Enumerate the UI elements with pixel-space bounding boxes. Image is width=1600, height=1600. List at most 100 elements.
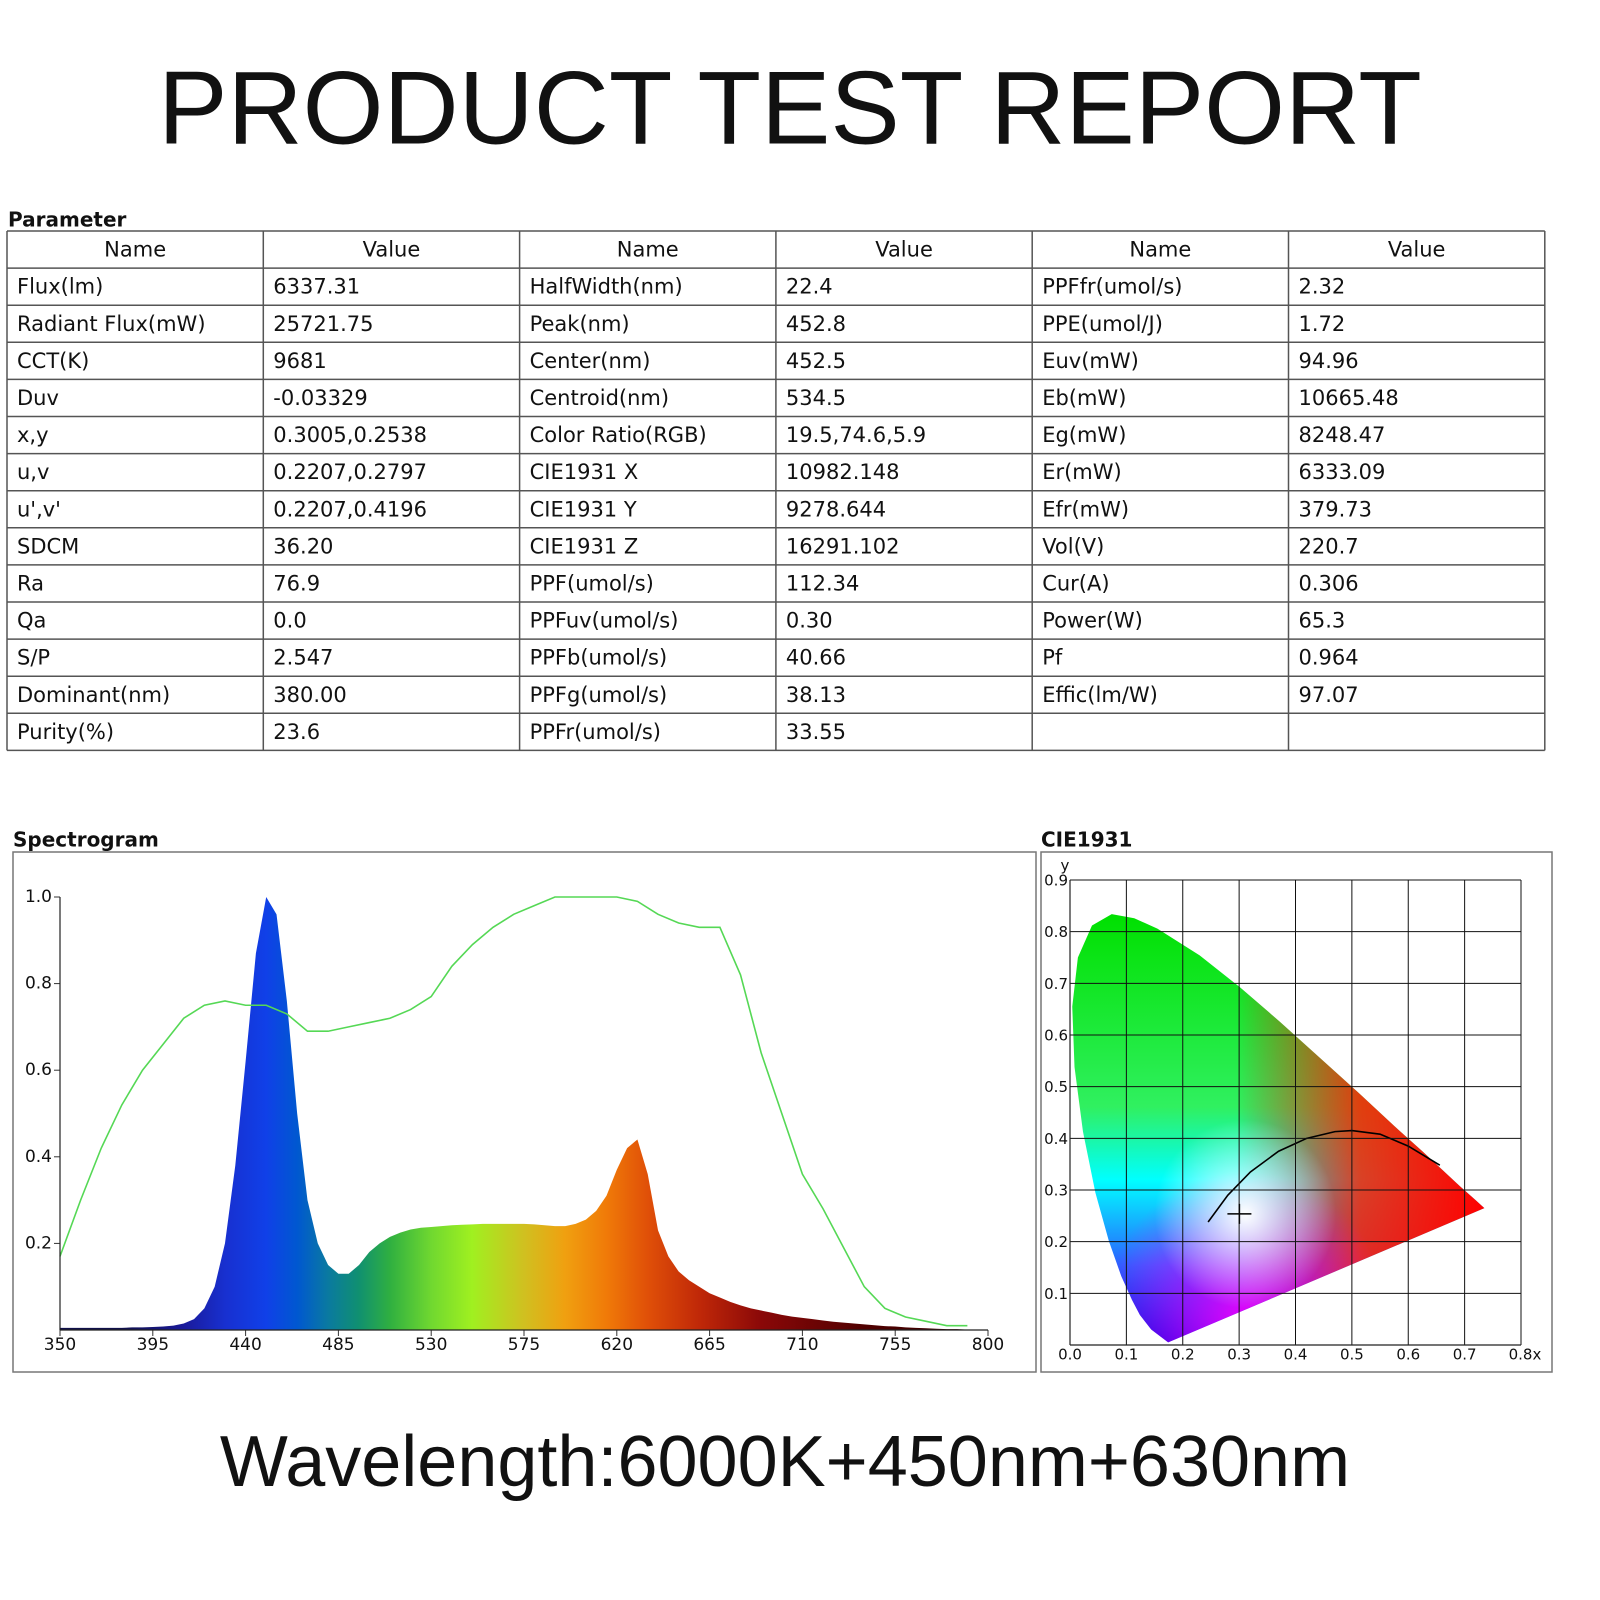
table-cell: 76.9 [273,571,320,595]
table-cell: 36.20 [273,534,333,558]
axes: 0.1 0.2 0.3 0.4 0.5 0.6 0.7 0.8 0.9 0.0 0.1 0.2 0.3 0… [1044,857,1541,1364]
y-tick-label: 0.6 [25,1060,52,1080]
x-tick-label: 440 [229,1335,261,1355]
table-cell: Eb(mW) [1042,386,1126,410]
table-cell: Ra [17,571,44,595]
table-cell: 33.55 [786,720,846,744]
table-cell: 97.07 [1299,683,1359,707]
y-tick-label: 0.9 [1044,872,1068,890]
y-tick-label: 0.5 [1044,1078,1068,1096]
color-shading [1072,914,1485,1343]
table-cell: Qa [17,609,46,633]
table-cell: 16291.102 [786,534,900,558]
table-cell: 452.5 [786,349,846,373]
x-tick-label: 620 [601,1335,633,1355]
table-cell: 0.2207,0.2797 [273,460,427,484]
table-cell: 0.964 [1299,646,1359,670]
plot-area [59,896,988,1330]
table-cell: Flux(lm) [17,275,103,299]
table-header-cell: Value [875,238,933,262]
table-cell: 0.306 [1299,571,1359,595]
table-cell: 23.6 [273,720,320,744]
y-tick-label: 0.8 [1044,923,1068,941]
x-tick-label: 710 [786,1335,818,1355]
table-cell: u,v [17,460,49,484]
table-cell: 534.5 [786,386,846,410]
table-cell: Effic(lm/W) [1042,683,1158,707]
x-tick-label: 0.6 [1396,1346,1420,1364]
report-title: PRODUCT TEST REPORT [158,50,1422,166]
table-cell: Peak(nm) [530,312,630,336]
table-cell: 6337.31 [273,275,360,299]
table-cell: PPE(umol/J) [1042,312,1163,336]
x-tick-label: 575 [508,1335,540,1355]
table-cell: Vol(V) [1042,534,1104,558]
x-tick-label: 0.4 [1284,1346,1308,1364]
y-tick-label: 0.7 [1044,975,1068,993]
table-header-cell: Name [104,238,166,262]
table-cell: 10982.148 [786,460,900,484]
table-cell: 380.00 [273,683,346,707]
table-cell: Cur(A) [1042,571,1109,595]
table-cell: 10665.48 [1299,386,1399,410]
x-tick-label: 0.1 [1114,1346,1138,1364]
table-cell: 65.3 [1299,609,1346,633]
table-cell: Duv [17,386,59,410]
table-cell: Eg(mW) [1042,423,1126,447]
x-tick-label: 800 [972,1335,1004,1355]
table-cell: Centroid(nm) [530,386,669,410]
x-tick-label: 665 [693,1335,725,1355]
table-cell: -0.03329 [273,386,367,410]
x-tick-label: 0.5 [1340,1346,1364,1364]
table-cell: PPFfr(umol/s) [1042,275,1182,299]
spectrogram-frame [12,851,1037,1373]
table-cell: 379.73 [1299,497,1372,521]
x-tick-label: 0.2 [1171,1346,1195,1364]
table-cell: 8248.47 [1299,423,1386,447]
table-cell: PPFb(umol/s) [530,646,668,670]
table-cell: HalfWidth(nm) [530,275,683,299]
table-cell: 2.32 [1299,275,1346,299]
table-header-cell: Value [1388,238,1446,262]
x-tick-label: 0.3 [1227,1346,1251,1364]
table-cell: 220.7 [1299,534,1359,558]
parameter-table: Name Value Name Value Name Value Flux(lm) 6337.… [6,230,1546,752]
table-cell: 19.5,74.6,5.9 [786,423,926,447]
y-axis-label: y [1061,857,1070,875]
chart-title: Spectrogram [13,828,159,852]
table-cell: PPFg(umol/s) [530,683,668,707]
table-cell: Purity(%) [17,720,114,744]
y-tick-label: 0.6 [1044,1027,1068,1045]
table-cell: x,y [17,423,49,447]
x-tick-label: 0.8x [1509,1346,1542,1364]
x-tick-label: 0.7 [1453,1346,1477,1364]
x-tick-label: 530 [415,1335,447,1355]
y-tick-label: 0.4 [1044,1130,1068,1148]
table-cell: PPFuv(umol/s) [530,609,679,633]
spectrum-area [60,897,988,1330]
table-cell: 2.547 [273,646,333,670]
series-line [59,896,968,1327]
table-cell: 9681 [273,349,326,373]
x-tick-label: 485 [322,1335,354,1355]
table-cell: 22.4 [786,275,833,299]
table-cell: SDCM [17,534,79,558]
table-cell: PPF(umol/s) [530,571,654,595]
table-cell: 452.8 [786,312,846,336]
table-cell: 1.72 [1299,312,1346,336]
table-cell: CIE1931 X [530,460,639,484]
table-cell: CIE1931 Y [530,497,637,521]
table-cell: S/P [17,646,50,670]
table-cell: 112.34 [786,571,859,595]
y-tick-label: 0.4 [25,1147,52,1167]
table-cell: CCT(K) [17,349,89,373]
table-cell: Dominant(nm) [17,683,170,707]
cie-diagram: 0.1 0.2 0.3 0.4 0.5 0.6 0.7 0.8 0.9 0.0 0.1 0.2 0.3 0… [1044,857,1541,1364]
spectrogram: 0.2 0.4 0.6 0.8 1.0 350 395 440 485 530 575 620 665 7… [25,887,1004,1355]
chart-title: CIE1931 [1041,828,1132,852]
table-cell: Color Ratio(RGB) [530,423,707,447]
table-cell: Er(mW) [1042,460,1122,484]
table-cell: Efr(mW) [1042,497,1129,521]
table-cell: Power(W) [1042,609,1143,633]
